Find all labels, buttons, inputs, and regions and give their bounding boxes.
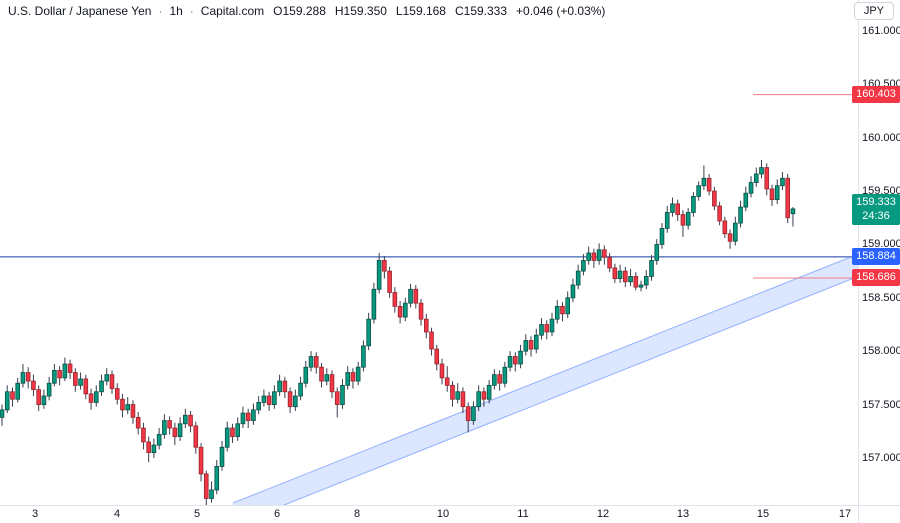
bar-countdown: 24:36 [862,209,890,222]
open-value: O159.288 [273,4,326,18]
price-level-chip: 160.403 [852,86,900,104]
price-tick-label: 159.000 [862,238,900,251]
currency-button[interactable]: JPY [853,2,894,20]
time-axis-label: 17 [838,508,852,520]
price-tick-label: 161.000 [862,24,900,37]
time-axis-label: 8 [353,508,361,520]
price-tick-label: 157.000 [862,451,900,464]
time-axis-label: 15 [756,508,770,520]
symbol-title: U.S. Dollar / Japanese Yen [8,4,152,18]
time-axis-label: 5 [193,508,201,520]
change-value: +0.046 (+0.03%) [516,4,606,18]
time-axis-separator [0,505,900,506]
chart-legend: U.S. Dollar / Japanese Yen · 1h · Capita… [8,4,605,18]
time-axis-label: 10 [436,508,450,520]
time-axis-label: 11 [517,508,529,520]
price-tick-label: 157.500 [862,398,900,411]
time-axis-label: 6 [273,508,281,520]
last-price-chip: 159.333 24:36 [852,193,900,225]
chart-canvas[interactable] [0,0,858,505]
legend-separator: · [158,4,163,18]
time-axis-label: 13 [676,508,690,520]
time-axis-label: 12 [596,508,610,520]
interval-label: 1h [169,4,183,18]
low-value: L159.168 [395,4,446,18]
time-axis-label: 3 [31,508,39,520]
data-source-label: Capital.com [200,4,265,18]
price-tick-label: 158.500 [862,291,900,304]
price-axis[interactable]: 161.000 160.500 160.000 159.500 159.000 158.5… [852,0,900,505]
time-axis[interactable]: 3 4 5 6 8 10 11 12 13 15 17 [0,506,858,523]
high-value: H159.350 [334,4,387,18]
time-axis-label: 4 [113,508,121,520]
price-level-chip: 158.884 [852,248,900,266]
price-tick-label: 158.000 [862,345,900,358]
last-price-value: 159.333 [856,195,896,208]
price-level-chip: 158.686 [852,269,900,287]
close-value: C159.333 [454,4,508,18]
legend-separator: · [189,4,194,18]
price-tick-label: 160.000 [862,131,900,144]
